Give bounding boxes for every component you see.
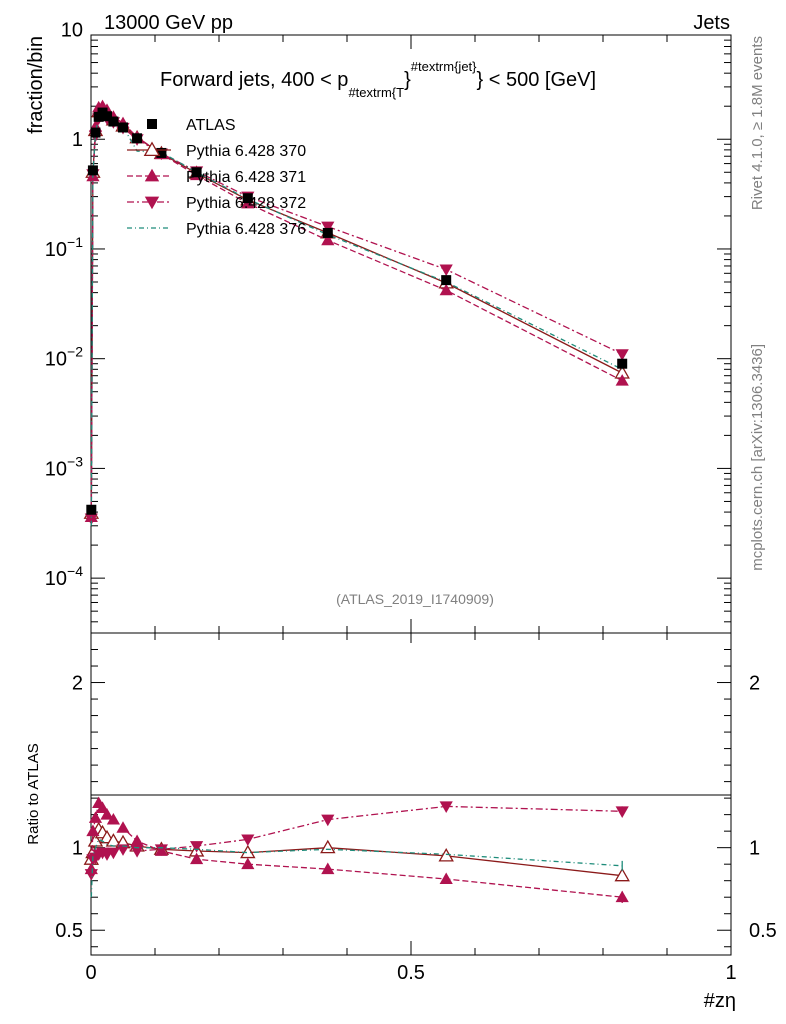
ratio-point-p372	[439, 801, 453, 813]
ratio-point-p372	[84, 869, 98, 881]
ratio-point-p372	[241, 834, 255, 847]
y-tick-label: 10	[61, 20, 83, 42]
point-atlas	[242, 193, 253, 204]
y-tick-label: 1	[72, 129, 83, 151]
point-p371	[321, 233, 335, 246]
series-line-p376	[90, 110, 623, 526]
chart-title: Forward jets, 400 < p#textrm{T}#textrm{j…	[160, 59, 596, 100]
ratio-point-p372	[321, 814, 335, 827]
ratio-panel-frame	[90, 632, 732, 956]
point-atlas	[90, 127, 101, 138]
point-atlas	[86, 504, 97, 515]
ratio-point-p371	[241, 857, 255, 870]
legend: ATLAS Pythia 6.428 370 Pythia 6.428 371 Pyt…	[127, 117, 306, 238]
point-p372	[615, 349, 629, 361]
legend-marker-p370	[143, 141, 161, 157]
point-atlas	[617, 358, 628, 369]
rivet-label: Rivet 4.1.0, ≥ 1.8M events	[749, 36, 766, 210]
series-line-p371	[90, 105, 623, 518]
point-atlas	[441, 275, 452, 286]
ratio-point-p371	[100, 808, 114, 820]
point-p371	[439, 283, 453, 296]
ratio-panel-series	[83, 796, 630, 903]
ratio-tick-label: 1	[72, 838, 83, 860]
ratio-point-p372	[615, 806, 629, 818]
ratio-point-p372	[106, 847, 120, 860]
point-atlas	[156, 147, 167, 158]
y-axis-label-top: fraction/bin	[25, 36, 47, 134]
ratio-tick-label-right: 2	[749, 673, 760, 695]
ratio-point-p371	[116, 821, 130, 833]
point-atlas	[191, 167, 202, 178]
ratio-point-p371	[439, 872, 453, 884]
point-atlas	[322, 227, 333, 238]
point-p371	[615, 374, 629, 386]
legend-label-p371: Pythia 6.428 371	[186, 169, 306, 186]
series-line-p370	[90, 107, 623, 514]
legend-label-p370: Pythia 6.428 370	[186, 143, 306, 160]
ratio-tick-label-right: 0.5	[749, 920, 777, 942]
ratio-point-p370	[614, 867, 630, 882]
y-axis-label-bottom: Ratio to ATLAS	[25, 743, 42, 844]
point-p372	[84, 513, 98, 526]
ratio-tick-label-right: 1	[749, 838, 760, 860]
ratio-point-p371	[106, 812, 120, 825]
ratio-point-p371	[321, 862, 335, 875]
x-tick-label: 0.5	[397, 962, 425, 984]
point-atlas	[118, 122, 128, 133]
x-tick-label: 1	[725, 962, 736, 984]
ratio-point-p370	[320, 839, 336, 854]
ratio-line-p376	[90, 838, 623, 898]
x-axis-label: #zη	[704, 990, 736, 1012]
mcplots-label: mcplots.cern.ch [arXiv:1306.3436]	[749, 344, 766, 571]
ratio-point-p372	[190, 841, 204, 853]
ratio-point-p371	[615, 890, 629, 903]
ratio-point-p371	[88, 811, 103, 823]
point-p372	[439, 264, 453, 277]
ratio-point-p371	[86, 824, 100, 837]
point-atlas	[108, 116, 119, 127]
ratio-point-p372	[130, 846, 144, 858]
x-tick-label: 0	[85, 962, 96, 984]
y-tick-label: 10−4	[45, 563, 83, 590]
series-line-p372	[90, 113, 623, 519]
ratio-point-p371	[190, 852, 204, 865]
y-tick-label: 10−1	[45, 234, 83, 261]
ratio-point-p372	[116, 844, 130, 856]
legend-marker-p371	[144, 168, 160, 182]
ratio-tick-label: 0.5	[55, 920, 83, 942]
ratio-tick-label: 2	[72, 673, 83, 695]
ratio-point-p371	[130, 834, 144, 847]
point-atlas	[87, 165, 98, 176]
top-panel-series	[83, 99, 630, 526]
ratio-line-p372	[90, 805, 623, 875]
y-tick-label: 10−2	[45, 344, 83, 371]
analysis-watermark: (ATLAS_2019_I1740909)	[336, 591, 494, 607]
ratio-point-p372	[154, 844, 168, 856]
legend-marker-p372	[144, 196, 160, 210]
point-p372	[321, 221, 335, 234]
legend-marker-atlas	[147, 119, 157, 129]
header-right: Jets	[693, 12, 730, 34]
legend-label-p372: Pythia 6.428 372	[186, 195, 306, 212]
ratio-point-p371	[95, 801, 110, 813]
legend-label-p376: Pythia 6.428 376	[186, 221, 306, 238]
point-atlas	[102, 111, 112, 122]
y-tick-label: 10−3	[45, 453, 83, 480]
legend-label-atlas: ATLAS	[186, 117, 236, 134]
point-atlas	[132, 133, 143, 144]
header-left: 13000 GeV pp	[104, 12, 233, 34]
